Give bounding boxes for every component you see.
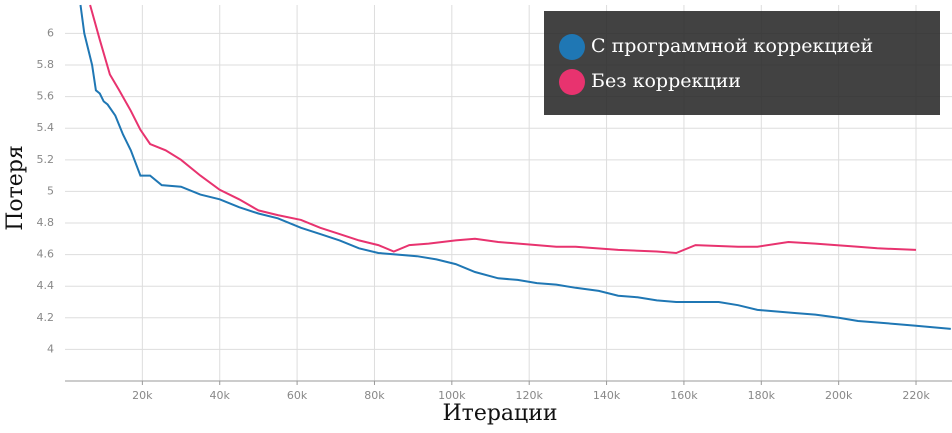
x-tick-label: 220k bbox=[902, 389, 930, 402]
x-axis-label: Итерации bbox=[442, 401, 557, 426]
legend-label: С программной коррекцией bbox=[591, 35, 873, 57]
x-tick-label: 200k bbox=[825, 389, 853, 402]
x-tick-label: 180k bbox=[748, 389, 776, 402]
legend-label: Без коррекции bbox=[591, 70, 741, 92]
series-line bbox=[79, 4, 951, 330]
y-tick-label: 4.8 bbox=[37, 216, 55, 229]
x-tick-label: 120k bbox=[516, 389, 544, 402]
x-tick-label: 80k bbox=[364, 389, 385, 402]
x-tick-label: 60k bbox=[287, 389, 308, 402]
legend-marker bbox=[559, 34, 585, 60]
y-tick-label: 5.2 bbox=[37, 153, 55, 166]
y-axis-label: Потеря bbox=[3, 145, 28, 231]
y-tick-label: 4.2 bbox=[37, 311, 55, 324]
y-tick-label: 5 bbox=[47, 184, 54, 197]
y-tick-label: 4.4 bbox=[37, 279, 55, 292]
x-tick-label: 140k bbox=[593, 389, 621, 402]
y-tick-label: 6 bbox=[47, 26, 54, 39]
legend: С программной коррекцией Без коррекции bbox=[544, 11, 940, 115]
legend-marker bbox=[559, 69, 585, 95]
y-tick-label: 5.8 bbox=[37, 58, 55, 71]
x-tick-label: 160k bbox=[670, 389, 698, 402]
series-line bbox=[89, 4, 917, 255]
legend-box bbox=[544, 11, 940, 115]
lines bbox=[79, 4, 951, 330]
y-tick-label: 4.6 bbox=[37, 248, 55, 261]
y-tick-label: 5.6 bbox=[37, 90, 55, 103]
x-tick-label: 40k bbox=[210, 389, 231, 402]
y-tick-label: 4 bbox=[47, 342, 54, 355]
y-tick-label: 5.4 bbox=[37, 121, 55, 134]
x-tick-label: 20k bbox=[132, 389, 153, 402]
x-tick-label: 100k bbox=[438, 389, 466, 402]
